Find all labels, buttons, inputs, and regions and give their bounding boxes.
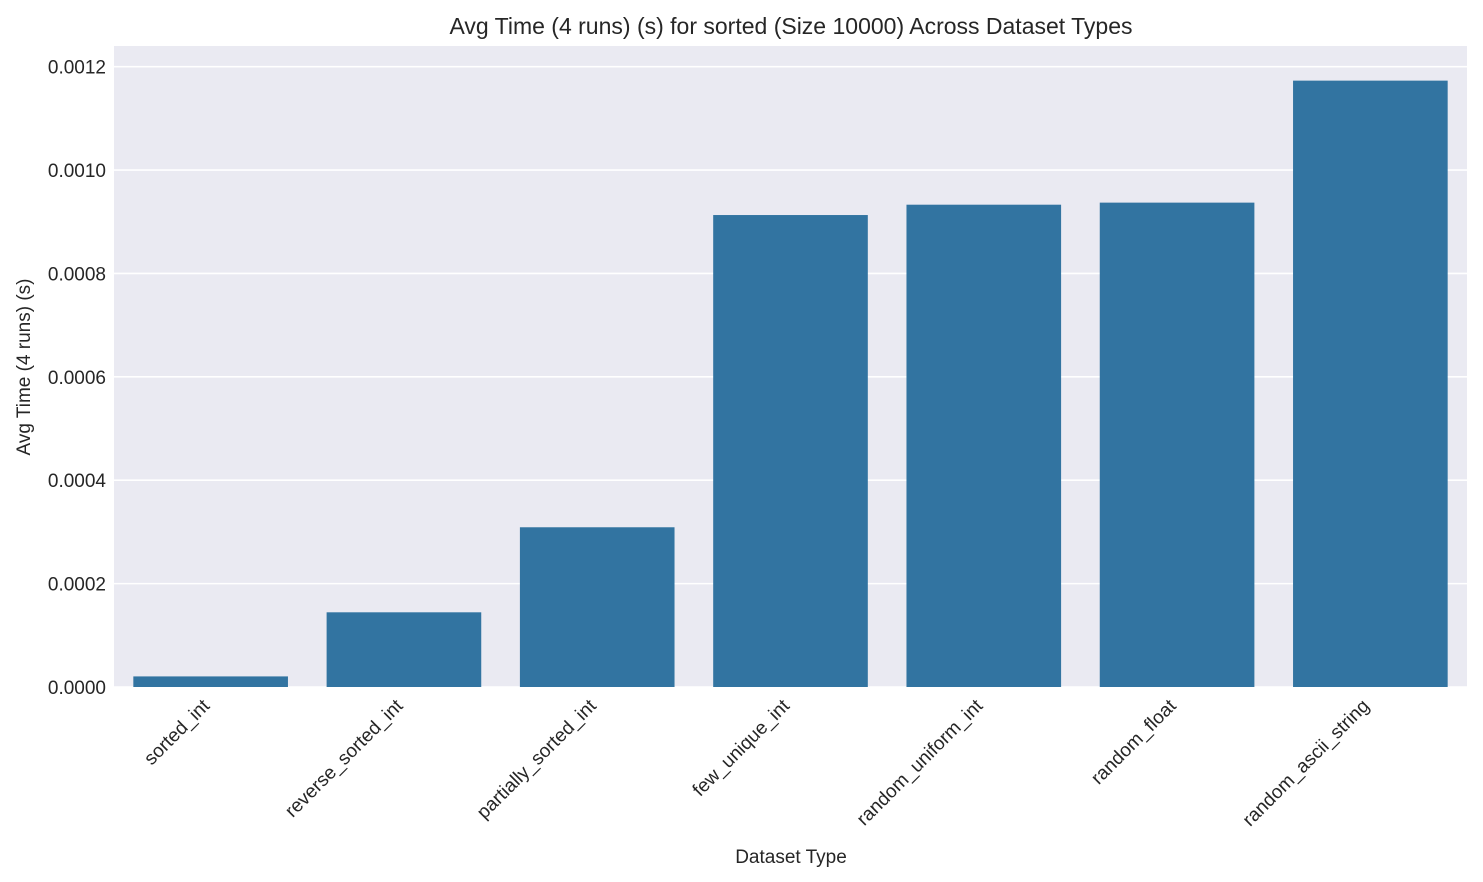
x-tick-label: partially_sorted_int [473,695,601,823]
x-tick-label: random_float [1087,695,1181,789]
x-tick-label: random_uniform_int [853,695,988,830]
y-tick-label: 0.0000 [48,678,106,699]
y-tick-labels: 0.0000 0.0002 0.0004 0.0006 0.0008 0.0010 0.00… [48,58,107,699]
bar-random-uniform-int [906,204,1062,687]
y-axis-label: Avg Time (4 runs) (s) [14,278,35,455]
bar-partially-sorted-int [519,527,675,687]
y-tick-label: 0.0010 [48,161,106,182]
x-tick-label: reverse_sorted_int [281,695,408,822]
y-tick-label: 0.0006 [48,368,106,389]
bar-random-float [1099,202,1255,687]
y-tick-label: 0.0002 [48,575,106,596]
x-tick-label: sorted_int [140,695,214,769]
y-tick-label: 0.0008 [48,264,106,285]
x-tick-labels: sorted_int reverse_sorted_int partially_so… [140,695,1374,831]
x-tick-label: random_ascii_string [1239,696,1374,831]
bar-few-unique-int [713,215,868,687]
y-tick-label: 0.0004 [48,471,107,492]
x-axis-label: Dataset Type [735,847,847,868]
bar-reverse-sorted-int [326,612,482,687]
bar-random-ascii-string [1293,80,1448,688]
bar-sorted-int [133,676,288,687]
y-tick-label: 0.0012 [48,58,106,79]
bars [133,80,1448,688]
x-tick-label: few_unique_int [689,695,795,801]
chart-title: Avg Time (4 runs) (s) for sorted (Size 1… [449,13,1132,39]
